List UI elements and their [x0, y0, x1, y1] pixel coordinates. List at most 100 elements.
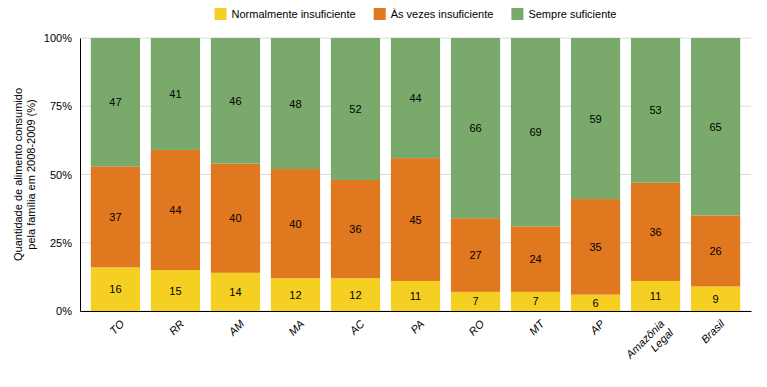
x-tick: MT — [527, 311, 548, 337]
bar-segment — [451, 218, 500, 292]
bar-segment — [331, 278, 380, 311]
data-label: 48 — [289, 98, 301, 110]
bar-segment — [151, 270, 200, 311]
data-label: 26 — [709, 245, 721, 257]
plot: 1615141212117761193744404036452724353626… — [44, 32, 752, 370]
bar-segment — [271, 38, 320, 169]
x-tick-label-line: AP — [587, 317, 607, 337]
data-label: 15 — [169, 285, 181, 297]
y-axis-line — [80, 39, 81, 312]
data-label: 9 — [713, 293, 719, 305]
x-tick-label: RO — [466, 317, 486, 337]
bar-segment — [511, 292, 560, 311]
x-axis-line — [81, 311, 752, 312]
data-label: 12 — [289, 289, 301, 301]
x-tick-label-line: PA — [408, 317, 426, 335]
data-label: 7 — [472, 295, 478, 307]
x-tick-label: AP — [587, 317, 607, 337]
data-label: 11 — [650, 290, 661, 302]
y-tick: 25% — [50, 237, 80, 249]
bar-segment — [451, 292, 500, 311]
bar-segment — [91, 38, 140, 166]
bar-segment — [391, 38, 440, 158]
bar-segment — [391, 158, 440, 281]
bar-segment — [211, 164, 260, 273]
x-tick-label-line: Legal — [648, 326, 676, 354]
bar-segment — [511, 226, 560, 292]
grid — [80, 38, 751, 311]
x-tick: AP — [587, 311, 607, 337]
x-tick-label-line: TO — [107, 317, 126, 336]
x-tick-label-line: AM — [226, 317, 247, 338]
data-label: 24 — [529, 253, 541, 265]
legend-item: Normalmente insuficiente — [215, 8, 356, 20]
x-tick-label-line: AC — [346, 317, 366, 337]
bar-segment — [691, 38, 740, 215]
x-tick-label-line: Brasil — [699, 317, 727, 345]
bar-segment — [511, 38, 560, 226]
legend-label: Às vezes insuficiente — [391, 8, 494, 20]
bar-segment — [211, 273, 260, 311]
x-tick-label-line: RR — [167, 317, 187, 337]
x-tick-label-line: RO — [466, 317, 486, 337]
bar-segment — [691, 215, 740, 286]
y-axis-title: Quantidade de alimento consumidopela fam… — [12, 88, 37, 261]
data-label: 12 — [349, 289, 361, 301]
data-label: 37 — [109, 211, 121, 223]
data-label: 27 — [469, 249, 481, 261]
data-label: 40 — [289, 218, 301, 230]
data-labels: 1615141212117761193744404036452724353626… — [109, 88, 721, 309]
bar-segment — [451, 38, 500, 218]
y-tick-label: 75% — [50, 100, 72, 112]
data-label: 52 — [349, 103, 361, 115]
data-label: 53 — [649, 104, 661, 116]
bar-segment — [331, 38, 380, 180]
bar-segment — [151, 150, 200, 270]
bar-segment — [151, 38, 200, 150]
bar-segment — [211, 38, 260, 164]
x-tick-label-line: MA — [286, 317, 306, 337]
bar-segment — [271, 278, 320, 311]
legend-label: Normalmente insuficiente — [232, 8, 356, 20]
bar-segment — [631, 281, 680, 311]
x-tick: RO — [466, 311, 486, 338]
x-tick: Brasil — [699, 311, 727, 345]
data-label: 44 — [169, 204, 181, 216]
data-label: 7 — [532, 295, 538, 307]
y-axis-title-line: Quantidade de alimento consumido — [12, 88, 24, 261]
data-label: 36 — [649, 226, 661, 238]
bar-segment — [571, 199, 620, 295]
y-tick: 50% — [50, 169, 80, 181]
legend-label: Sempre suficiente — [528, 8, 616, 20]
bar-segment — [571, 38, 620, 199]
bar-segment — [391, 281, 440, 311]
x-tick-label: Brasil — [699, 317, 727, 345]
data-label: 65 — [709, 121, 721, 133]
bar-segment — [271, 169, 320, 278]
data-label: 45 — [409, 214, 421, 226]
chart: 1615141212117761193744404036452724353626… — [0, 0, 767, 387]
y-tick-label: 25% — [50, 237, 72, 249]
y-tick-label: 50% — [50, 169, 72, 181]
data-label: 47 — [109, 96, 121, 108]
x-tick: RR — [167, 311, 187, 337]
legend-swatch — [374, 8, 386, 20]
data-label: 16 — [109, 283, 121, 295]
y-tick: 100% — [44, 32, 80, 44]
data-label: 40 — [229, 212, 241, 224]
y-axis-title-line: pela família em 2008-2009 (%) — [25, 99, 37, 249]
data-label: 11 — [410, 290, 421, 302]
x-tick-label: AM — [226, 317, 247, 338]
x-tick-label: MT — [527, 317, 548, 338]
x-tick: AmazôniaLegal — [623, 311, 676, 370]
data-label: 69 — [529, 126, 541, 138]
x-tick-label: AC — [346, 317, 366, 337]
bar-segment — [91, 166, 140, 267]
x-tick-label: MA — [286, 317, 306, 337]
x-tick: TO — [107, 311, 126, 337]
bars — [91, 38, 740, 311]
y-tick: 0% — [56, 305, 80, 317]
x-tick-label: PA — [408, 317, 426, 335]
bar-segment — [691, 286, 740, 311]
y-tick-label: 100% — [44, 32, 72, 44]
